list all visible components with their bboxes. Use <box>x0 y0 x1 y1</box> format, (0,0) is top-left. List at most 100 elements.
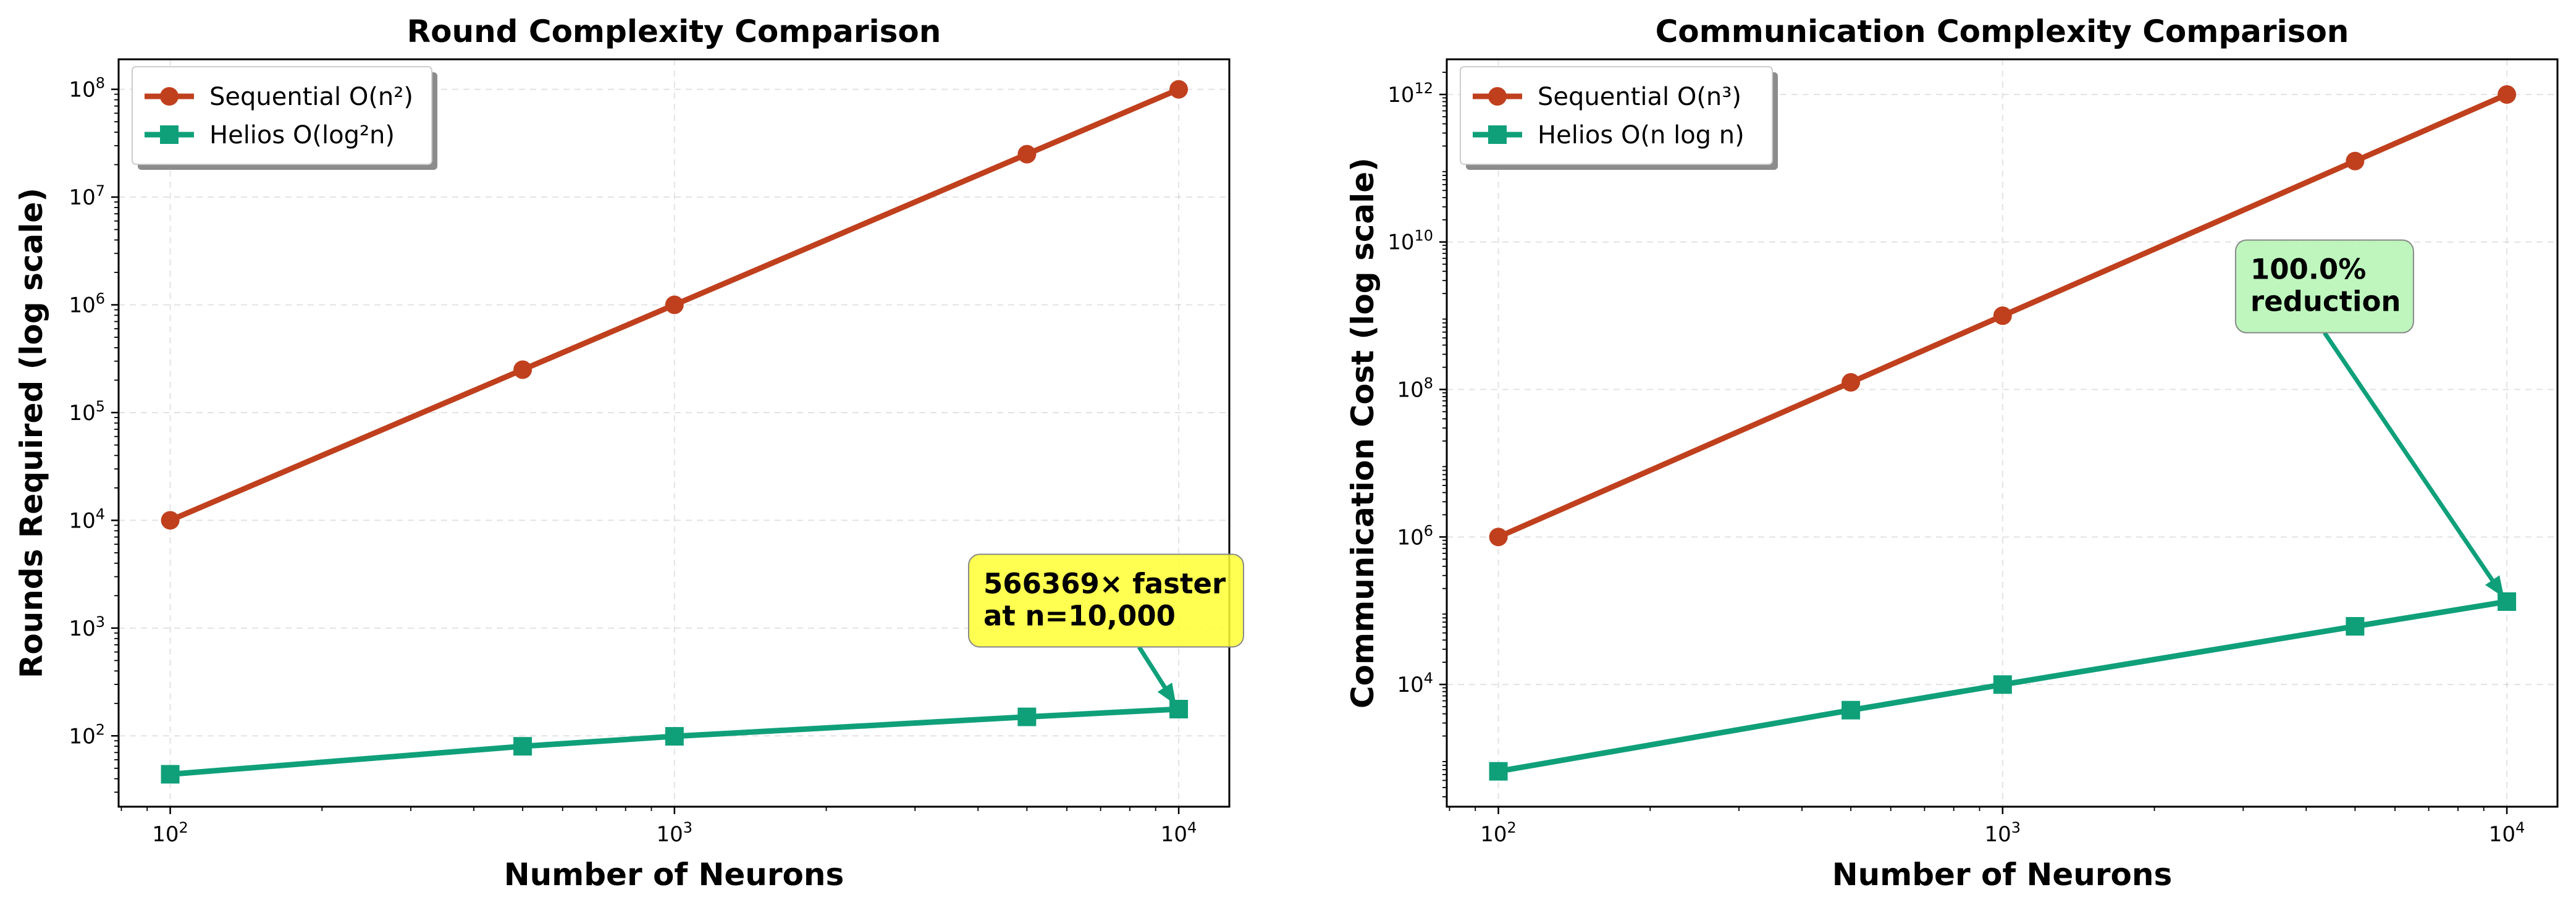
tick-exponent: 2 <box>96 721 105 738</box>
annotation-box <box>968 553 1245 648</box>
data-point <box>2346 151 2365 170</box>
data-point <box>513 360 532 379</box>
legend: Sequential O(n²) Helios O(log²n) <box>132 66 437 170</box>
y-tick-label: 1010 <box>1387 227 1433 255</box>
y-tick-label: 106 <box>69 290 105 318</box>
tick-base: 10 <box>69 401 95 426</box>
y-tick-label: 106 <box>1397 522 1433 550</box>
tick-base: 10 <box>69 78 95 103</box>
data-point <box>665 727 684 746</box>
axes-frame <box>117 58 1231 808</box>
y-tick-label: 107 <box>69 182 105 210</box>
data-point <box>1993 306 2012 326</box>
y-tick-label: 104 <box>1397 670 1433 697</box>
tick-base: 10 <box>69 185 95 210</box>
tick-base: 10 <box>1387 83 1414 107</box>
round-complexity-chart: Round Complexity Comparison Number of Neu… <box>14 14 1245 893</box>
legend-label: Helios O(n log n) <box>1538 121 1745 149</box>
data-point <box>1169 700 1189 719</box>
x-tick-label: 102 <box>1480 819 1517 847</box>
tick-exponent: 10 <box>1414 227 1433 245</box>
tick-exponent: 4 <box>96 505 105 523</box>
communication-complexity-chart: Communication Complexity Comparison Numbe… <box>1345 14 2559 893</box>
data-point <box>161 511 180 530</box>
y-tick-label: 108 <box>69 75 105 103</box>
x-tick-label: 104 <box>1161 819 1197 847</box>
legend-swatch-marker <box>160 125 179 144</box>
data-point <box>1017 145 1037 164</box>
data-point <box>1169 80 1189 99</box>
y-tick-label: 103 <box>69 613 105 641</box>
x-tick-label: 103 <box>1985 819 2021 847</box>
tick-exponent: 6 <box>1424 522 1433 539</box>
tick-base: 10 <box>1985 822 2011 847</box>
tick-exponent: 12 <box>1414 80 1433 97</box>
legend-swatch-marker <box>160 87 179 106</box>
tick-base: 10 <box>69 293 95 318</box>
tick-base: 10 <box>2489 822 2515 847</box>
tick-exponent: 2 <box>1507 819 1517 836</box>
y-tick-label: 1012 <box>1387 80 1433 107</box>
x-axis-label: Number of Neurons <box>504 857 844 893</box>
legend-label: Sequential O(n³) <box>1538 83 1741 111</box>
data-point <box>1017 707 1037 726</box>
annotation-text: 100.0% <box>2250 253 2366 286</box>
series-sequential <box>161 80 1189 530</box>
legend-swatch-marker <box>1488 125 1507 144</box>
legend-swatch-marker <box>1488 87 1507 106</box>
tick-exponent: 8 <box>96 75 105 92</box>
data-point <box>1489 762 1508 781</box>
data-point <box>2498 592 2517 611</box>
y-axis-label: Rounds Required (log scale) <box>14 188 49 678</box>
axes-frame <box>1446 58 2559 808</box>
tick-base: 10 <box>1480 822 1507 847</box>
tick-exponent: 4 <box>1424 670 1433 687</box>
annotation-text: 566369× faster <box>983 567 1226 600</box>
tick-base: 10 <box>152 822 179 847</box>
tick-exponent: 7 <box>96 182 105 200</box>
data-point <box>1993 675 2012 694</box>
tick-base: 10 <box>1387 230 1414 255</box>
annotation-text: at n=10,000 <box>983 599 1176 632</box>
tick-base: 10 <box>657 822 683 847</box>
data-point <box>1489 528 1508 547</box>
data-point <box>161 765 180 784</box>
tick-base: 10 <box>69 616 95 641</box>
plot-area <box>161 80 1189 784</box>
legend-label: Sequential O(n²) <box>209 83 413 111</box>
data-point <box>2498 85 2517 104</box>
legend-label: Helios O(log²n) <box>209 121 395 149</box>
tick-exponent: 3 <box>2011 819 2021 836</box>
tick-base: 10 <box>1397 378 1423 403</box>
chart-title: Communication Complexity Comparison <box>1656 14 2349 49</box>
chart-title: Round Complexity Comparison <box>407 14 941 49</box>
data-point <box>2346 616 2365 636</box>
legend: Sequential O(n³) Helios O(n log n) <box>1460 66 1778 170</box>
data-point <box>513 737 532 756</box>
data-point <box>1842 700 1861 720</box>
tick-exponent: 3 <box>683 819 692 836</box>
annotation-arrow <box>2322 331 2499 589</box>
tick-exponent: 2 <box>179 819 188 836</box>
x-axis-label: Number of Neurons <box>1832 857 2173 893</box>
x-tick-label: 103 <box>657 819 693 847</box>
series-helios <box>161 700 1189 784</box>
tick-base: 10 <box>1161 822 1187 847</box>
tick-base: 10 <box>69 724 95 749</box>
annotation: 100.0%reduction <box>2234 239 2504 598</box>
annotation-arrowhead <box>2485 575 2504 598</box>
plot-area <box>1489 85 2517 781</box>
tick-base: 10 <box>69 508 95 533</box>
data-point <box>665 295 684 314</box>
annotation-arrow <box>1137 645 1171 696</box>
series-sequential <box>1489 85 2517 547</box>
x-tick-label: 102 <box>152 819 188 847</box>
annotation-text: reduction <box>2250 285 2401 318</box>
legend-box <box>132 66 432 165</box>
tick-exponent: 3 <box>96 613 105 631</box>
y-tick-label: 105 <box>69 398 105 426</box>
